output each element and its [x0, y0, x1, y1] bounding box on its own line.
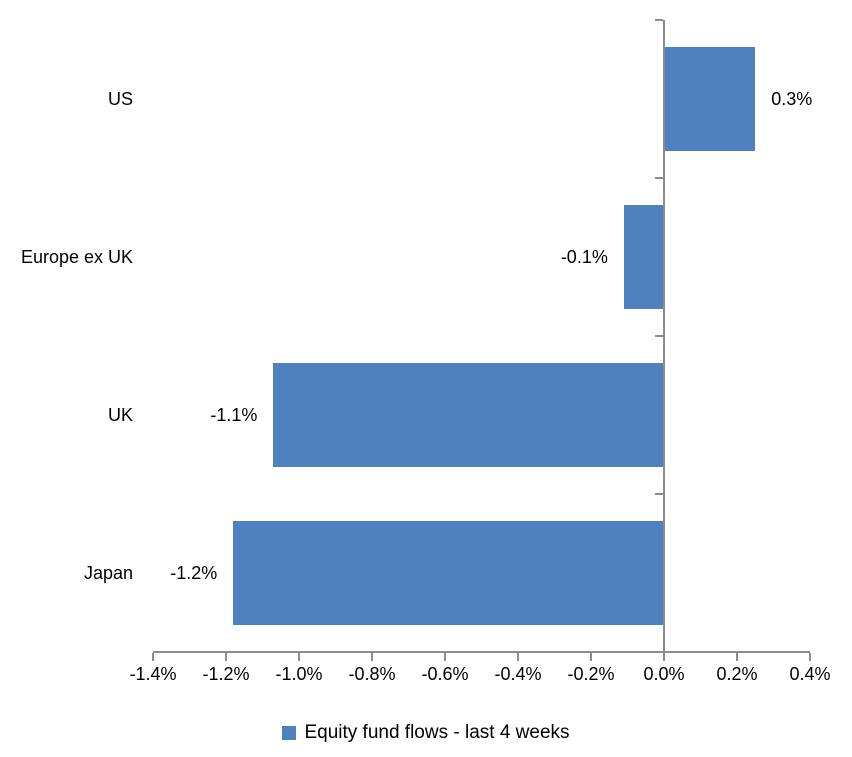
category-boundary-tick	[655, 19, 663, 21]
category-label-uk: UK	[107, 405, 133, 425]
category-label-japan: Japan	[83, 563, 133, 583]
x-tick-label: -0.2%	[567, 664, 615, 684]
category-boundary-tick	[655, 177, 663, 179]
x-axis-tick	[517, 653, 519, 661]
x-tick-label: -0.8%	[348, 664, 396, 684]
category-boundary-tick	[655, 335, 663, 337]
x-axis-tick	[298, 653, 300, 661]
data-label-japan: -1.2%	[170, 563, 218, 583]
category-boundary-tick	[655, 493, 663, 495]
y-axis-line	[663, 20, 665, 652]
x-axis-line	[153, 651, 810, 653]
bar-japan	[233, 521, 664, 625]
category-label-europe-ex-uk: Europe ex UK	[20, 247, 133, 267]
x-tick-label: -1.0%	[275, 664, 323, 684]
x-axis-tick	[371, 653, 373, 661]
category-label-us: US	[107, 89, 133, 109]
legend-square-icon	[282, 726, 297, 740]
bar-europe-ex-uk	[623, 205, 664, 309]
x-axis-tick	[225, 653, 227, 661]
x-tick-label: 0.4%	[789, 664, 831, 684]
x-tick-label: -1.2%	[202, 664, 250, 684]
x-tick-label: -0.4%	[494, 664, 542, 684]
bar-us	[664, 47, 756, 151]
x-tick-label: 0.0%	[643, 664, 685, 684]
data-label-uk: -1.1%	[210, 405, 258, 425]
x-axis-tick	[736, 653, 738, 661]
data-label-us: 0.3%	[771, 89, 813, 109]
x-axis-tick	[444, 653, 446, 661]
x-axis-tick	[809, 653, 811, 661]
x-axis-tick	[590, 653, 592, 661]
bar-uk	[273, 363, 664, 467]
x-tick-label: -0.6%	[421, 664, 469, 684]
x-axis-tick	[663, 653, 665, 661]
legend-label: Equity fund flows - last 4 weeks	[304, 722, 570, 743]
x-tick-label: -1.4%	[129, 664, 177, 684]
x-tick-label: 0.2%	[716, 664, 758, 684]
x-axis-tick	[152, 653, 154, 661]
legend: Equity fund flows - last 4 weeks	[0, 720, 852, 746]
data-label-europe-ex-uk: -0.1%	[560, 247, 608, 267]
